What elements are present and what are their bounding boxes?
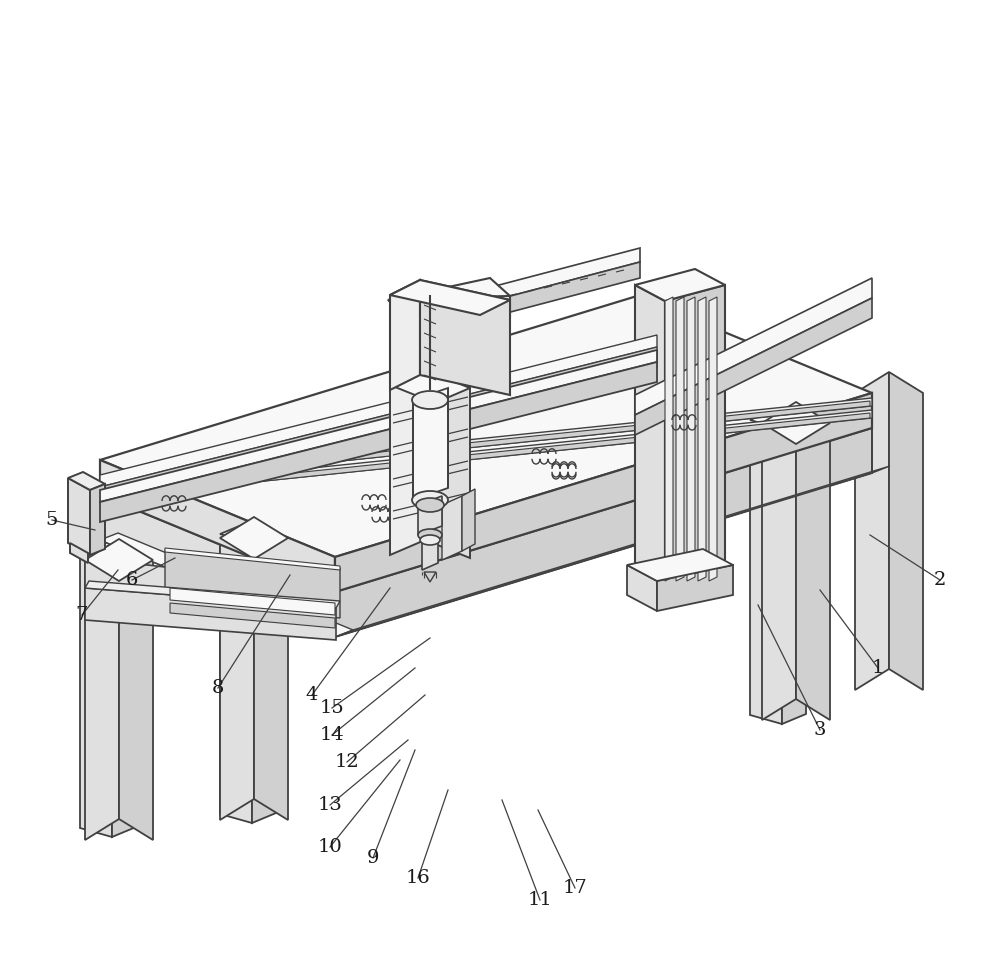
Polygon shape bbox=[100, 347, 657, 507]
Polygon shape bbox=[100, 296, 872, 557]
Polygon shape bbox=[80, 558, 112, 837]
Text: 7: 7 bbox=[76, 606, 88, 624]
Polygon shape bbox=[68, 472, 105, 490]
Polygon shape bbox=[635, 278, 872, 415]
Ellipse shape bbox=[416, 498, 444, 512]
Polygon shape bbox=[422, 533, 438, 570]
Ellipse shape bbox=[418, 529, 442, 541]
Polygon shape bbox=[687, 297, 695, 581]
Polygon shape bbox=[220, 524, 276, 543]
Polygon shape bbox=[889, 372, 923, 690]
Polygon shape bbox=[254, 517, 288, 820]
Polygon shape bbox=[627, 549, 733, 581]
Text: 17: 17 bbox=[563, 879, 587, 897]
Polygon shape bbox=[100, 335, 657, 487]
Polygon shape bbox=[85, 581, 340, 608]
Polygon shape bbox=[100, 410, 872, 498]
Polygon shape bbox=[480, 262, 640, 320]
Polygon shape bbox=[100, 362, 657, 522]
Polygon shape bbox=[762, 402, 796, 720]
Polygon shape bbox=[100, 495, 335, 637]
Polygon shape bbox=[855, 372, 889, 690]
Polygon shape bbox=[119, 539, 153, 840]
Polygon shape bbox=[782, 419, 806, 724]
Polygon shape bbox=[170, 603, 335, 628]
Polygon shape bbox=[170, 588, 335, 615]
Polygon shape bbox=[85, 588, 335, 620]
Text: 12: 12 bbox=[335, 753, 359, 771]
Text: 6: 6 bbox=[126, 571, 138, 589]
Polygon shape bbox=[390, 370, 470, 403]
Polygon shape bbox=[424, 572, 436, 582]
Text: 13: 13 bbox=[318, 796, 342, 814]
Polygon shape bbox=[335, 393, 872, 592]
Text: 1: 1 bbox=[872, 659, 884, 677]
Polygon shape bbox=[80, 548, 136, 567]
Polygon shape bbox=[100, 398, 872, 486]
Polygon shape bbox=[100, 460, 335, 592]
Polygon shape bbox=[335, 466, 890, 637]
Polygon shape bbox=[112, 557, 136, 837]
Polygon shape bbox=[68, 478, 90, 555]
Text: 15: 15 bbox=[320, 699, 344, 717]
Text: 11: 11 bbox=[528, 891, 552, 909]
Polygon shape bbox=[635, 269, 725, 301]
Polygon shape bbox=[390, 370, 425, 555]
Text: 14: 14 bbox=[320, 726, 344, 744]
Polygon shape bbox=[425, 370, 470, 558]
Text: 4: 4 bbox=[306, 686, 318, 704]
Ellipse shape bbox=[412, 391, 448, 409]
Polygon shape bbox=[390, 280, 510, 315]
Polygon shape bbox=[709, 297, 717, 581]
Polygon shape bbox=[418, 496, 442, 535]
Polygon shape bbox=[762, 402, 830, 444]
Text: 9: 9 bbox=[367, 849, 379, 867]
Polygon shape bbox=[657, 565, 733, 611]
Text: 16: 16 bbox=[406, 869, 430, 887]
Polygon shape bbox=[70, 543, 88, 563]
Polygon shape bbox=[85, 588, 336, 640]
Text: 5: 5 bbox=[46, 511, 58, 529]
Text: 2: 2 bbox=[934, 571, 946, 589]
Text: 8: 8 bbox=[212, 679, 224, 697]
Polygon shape bbox=[635, 298, 872, 435]
Polygon shape bbox=[85, 558, 335, 620]
Polygon shape bbox=[442, 496, 462, 560]
Polygon shape bbox=[420, 280, 510, 395]
Polygon shape bbox=[462, 489, 475, 551]
Polygon shape bbox=[85, 539, 153, 581]
Polygon shape bbox=[220, 534, 252, 823]
Text: 10: 10 bbox=[318, 838, 342, 856]
Polygon shape bbox=[100, 533, 353, 637]
Polygon shape bbox=[665, 297, 673, 581]
Polygon shape bbox=[665, 285, 725, 581]
Ellipse shape bbox=[420, 535, 440, 545]
Polygon shape bbox=[627, 565, 657, 611]
Polygon shape bbox=[750, 420, 782, 724]
Polygon shape bbox=[90, 484, 105, 555]
Polygon shape bbox=[220, 517, 254, 820]
Polygon shape bbox=[413, 388, 448, 500]
Polygon shape bbox=[165, 550, 340, 618]
Polygon shape bbox=[388, 278, 510, 318]
Polygon shape bbox=[220, 517, 288, 559]
Polygon shape bbox=[85, 539, 119, 840]
Polygon shape bbox=[796, 402, 830, 720]
Ellipse shape bbox=[412, 491, 448, 509]
Polygon shape bbox=[252, 533, 276, 823]
Text: 3: 3 bbox=[814, 721, 826, 739]
Polygon shape bbox=[676, 297, 684, 581]
Polygon shape bbox=[165, 548, 340, 570]
Polygon shape bbox=[100, 350, 657, 502]
Polygon shape bbox=[750, 410, 806, 429]
Polygon shape bbox=[388, 296, 510, 316]
Polygon shape bbox=[102, 401, 870, 486]
Polygon shape bbox=[480, 248, 640, 304]
Polygon shape bbox=[698, 297, 706, 581]
Polygon shape bbox=[102, 413, 870, 498]
Polygon shape bbox=[390, 280, 420, 390]
Polygon shape bbox=[635, 285, 665, 581]
Polygon shape bbox=[335, 428, 872, 637]
